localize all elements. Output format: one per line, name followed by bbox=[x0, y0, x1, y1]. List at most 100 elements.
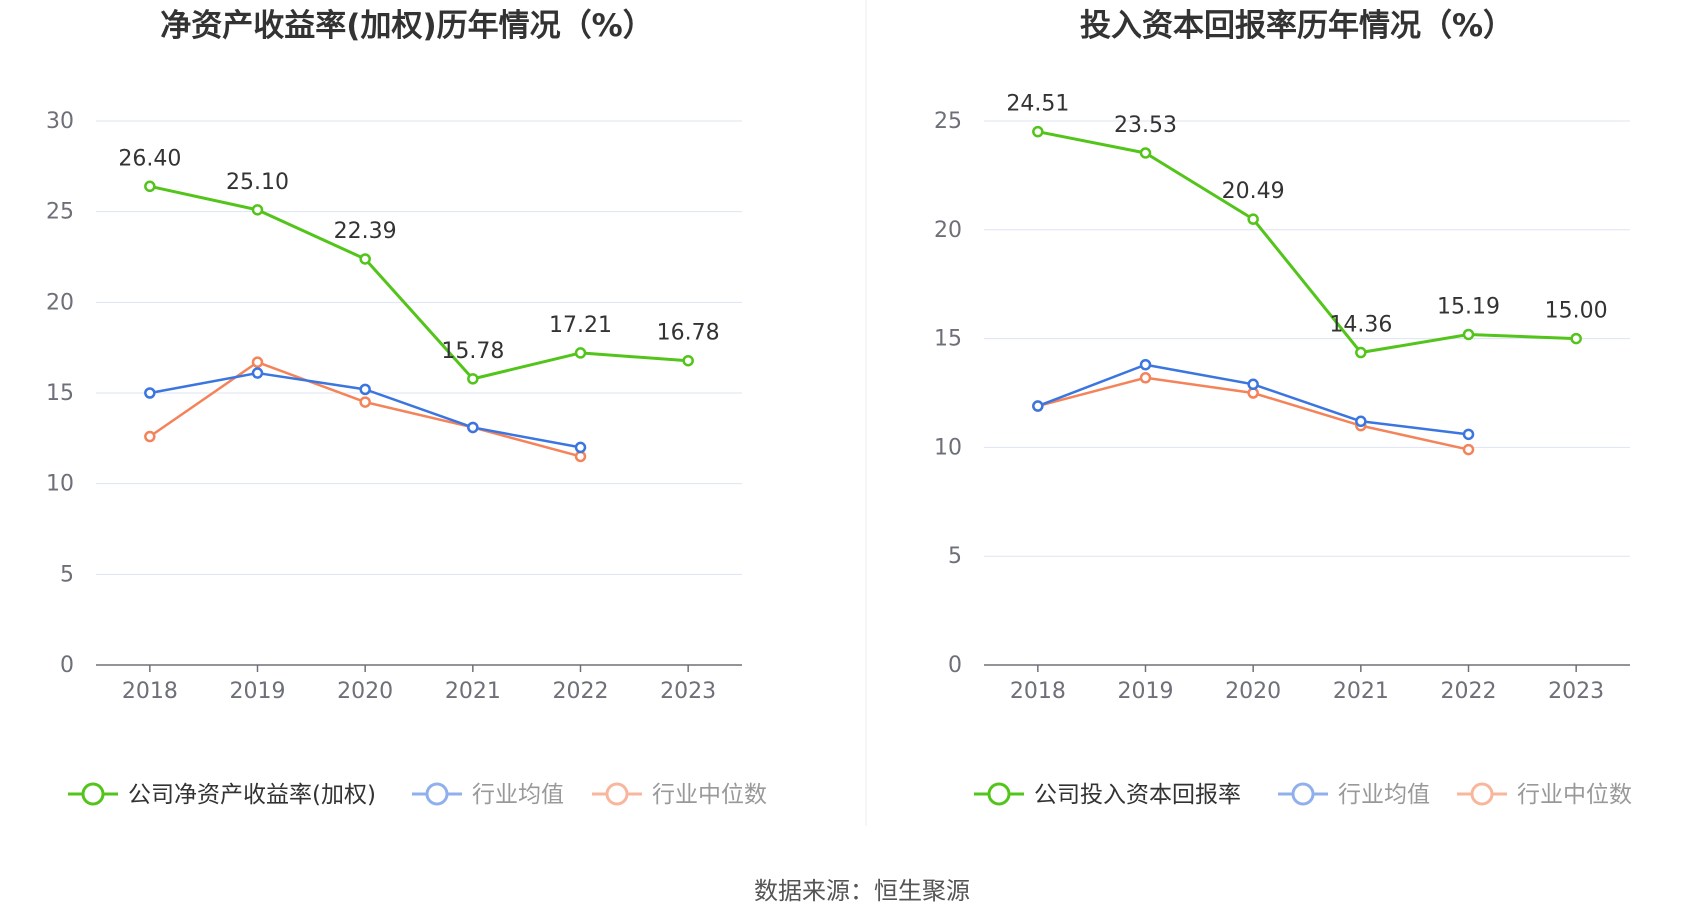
roe-axes: 0 5 10 15 20 25 30 2018 2019 2020 2021 2022 2023 bbox=[46, 109, 742, 704]
roic-point-company[interactable] bbox=[1032, 125, 1044, 138]
roe-point-avg[interactable] bbox=[359, 383, 371, 396]
roic-y-tick-label: 0 bbox=[948, 653, 962, 678]
roic-data-label: 20.49 bbox=[1222, 179, 1285, 204]
roe-point-company[interactable] bbox=[144, 180, 156, 193]
legend-circle-icon bbox=[987, 782, 1011, 806]
roic-axes: 0 5 10 15 20 25 2018 2019 2020 2021 2022 2023 bbox=[934, 109, 1630, 704]
roic-legend-item-company[interactable]: 公司投入资本回报率 bbox=[974, 782, 1241, 808]
roe-y-tick-label: 10 bbox=[46, 472, 74, 497]
legend-label: 行业均值 bbox=[1338, 782, 1430, 808]
roic-series-lines bbox=[1037, 130, 1577, 451]
roe-data-label: 15.78 bbox=[441, 339, 504, 364]
roe-point-median[interactable] bbox=[251, 356, 264, 368]
legend-label: 行业中位数 bbox=[1517, 782, 1632, 808]
roe-point-median[interactable] bbox=[359, 396, 371, 408]
roic-point-median[interactable] bbox=[1462, 443, 1475, 456]
roe-chart-panel: 净资产收益率(加权)历年情况（%） 0 5 10 15 20 25 30 2018 2019 20… bbox=[46, 8, 767, 808]
roe-data-label: 17.21 bbox=[549, 313, 612, 338]
roic-chart-panel: 投入资本回报率历年情况（%） 0 5 10 15 20 25 2018 2019 2020 202… bbox=[934, 8, 1632, 808]
roic-grid bbox=[984, 120, 1630, 557]
roe-x-tick-label: 2021 bbox=[445, 679, 501, 704]
legend-circle-icon bbox=[1470, 782, 1494, 806]
roic-point-avg[interactable] bbox=[1247, 378, 1259, 391]
roic-series-line-company bbox=[1037, 130, 1577, 355]
roic-data-labels: 24.51 23.53 20.49 14.36 15.19 15.00 bbox=[1006, 92, 1607, 338]
data-source-note: 数据来源：恒生聚源 bbox=[754, 877, 970, 905]
roic-y-tick-label: 25 bbox=[934, 109, 962, 134]
roe-y-tick-label: 25 bbox=[46, 200, 74, 225]
legend-label: 行业均值 bbox=[472, 782, 564, 808]
roic-point-median[interactable] bbox=[1139, 372, 1152, 384]
roe-legend-item-median[interactable]: 行业中位数 bbox=[592, 782, 767, 808]
roe-series-line-company bbox=[149, 184, 689, 381]
roic-x-tick-label: 2018 bbox=[1010, 679, 1066, 704]
legend-circle-icon bbox=[605, 782, 629, 806]
roe-point-median[interactable] bbox=[144, 430, 156, 443]
legend-label: 公司净资产收益率(加权) bbox=[128, 782, 376, 808]
roe-data-points bbox=[144, 180, 694, 463]
roic-data-label: 15.19 bbox=[1437, 294, 1500, 319]
roe-point-avg[interactable] bbox=[467, 421, 479, 434]
roic-y-tick-label: 15 bbox=[934, 327, 962, 352]
roe-y-tick-label: 20 bbox=[46, 290, 74, 315]
roe-point-company[interactable] bbox=[251, 204, 264, 216]
roe-y-tick-label: 30 bbox=[46, 109, 74, 134]
roic-data-label: 23.53 bbox=[1114, 113, 1177, 138]
roe-point-company[interactable] bbox=[682, 354, 694, 367]
roic-point-company[interactable] bbox=[1139, 147, 1152, 159]
roe-point-avg[interactable] bbox=[574, 441, 587, 454]
legend-circle-icon bbox=[1291, 782, 1315, 806]
roic-point-avg[interactable] bbox=[1032, 400, 1044, 412]
roic-legend: 公司投入资本回报率 行业均值 行业中位数 bbox=[974, 782, 1632, 808]
roic-x-tick-label: 2020 bbox=[1225, 679, 1281, 704]
roic-x-tick-label: 2021 bbox=[1333, 679, 1389, 704]
roe-x-tick-label: 2020 bbox=[337, 679, 393, 704]
roic-data-label: 14.36 bbox=[1329, 313, 1392, 338]
legend-label: 行业中位数 bbox=[652, 782, 767, 808]
roic-point-company[interactable] bbox=[1355, 346, 1367, 359]
roe-point-company[interactable] bbox=[359, 253, 371, 265]
roe-y-tick-label: 5 bbox=[60, 562, 74, 587]
roe-point-company[interactable] bbox=[574, 347, 587, 359]
roe-point-median[interactable] bbox=[574, 450, 587, 463]
roe-y-tick-label: 15 bbox=[46, 381, 74, 406]
roic-data-label: 24.51 bbox=[1006, 92, 1069, 117]
roe-point-avg[interactable] bbox=[251, 367, 264, 379]
roic-x-tick-label: 2023 bbox=[1548, 679, 1604, 704]
roic-legend-item-median[interactable]: 行业中位数 bbox=[1457, 782, 1632, 808]
roe-grid bbox=[96, 120, 742, 575]
roic-point-company[interactable] bbox=[1247, 213, 1259, 225]
roic-point-avg[interactable] bbox=[1355, 415, 1367, 428]
legend-circle-icon bbox=[81, 782, 105, 806]
roic-x-tick-label: 2022 bbox=[1441, 679, 1497, 704]
roic-x-tick-label: 2019 bbox=[1118, 679, 1174, 704]
roe-x-tick-label: 2023 bbox=[660, 679, 716, 704]
roic-y-tick-label: 5 bbox=[948, 544, 962, 569]
roic-point-avg[interactable] bbox=[1139, 358, 1152, 371]
roe-series-line-median bbox=[149, 360, 581, 458]
roic-y-tick-label: 10 bbox=[934, 435, 962, 460]
roe-x-tick-label: 2018 bbox=[122, 679, 178, 704]
roic-data-points bbox=[1032, 125, 1582, 456]
roe-chart-title: 净资产收益率(加权)历年情况（%） bbox=[160, 8, 653, 44]
roe-legend-item-avg[interactable]: 行业均值 bbox=[412, 782, 564, 808]
roe-data-labels: 26.40 25.10 22.39 15.78 17.21 16.78 bbox=[118, 146, 719, 364]
roe-point-avg[interactable] bbox=[144, 387, 156, 399]
roic-data-label: 15.00 bbox=[1545, 299, 1608, 324]
roe-legend-item-company[interactable]: 公司净资产收益率(加权) bbox=[68, 782, 376, 808]
roic-y-tick-label: 20 bbox=[934, 218, 962, 243]
roic-point-avg[interactable] bbox=[1462, 428, 1475, 441]
roe-x-tick-label: 2022 bbox=[553, 679, 609, 704]
roic-point-company[interactable] bbox=[1570, 332, 1582, 345]
roic-legend-item-avg[interactable]: 行业均值 bbox=[1278, 782, 1430, 808]
legend-label: 公司投入资本回报率 bbox=[1034, 782, 1241, 808]
roe-data-label: 22.39 bbox=[334, 219, 397, 244]
roic-chart-title: 投入资本回报率历年情况（%） bbox=[1080, 8, 1514, 44]
roe-legend: 公司净资产收益率(加权) 行业均值 行业中位数 bbox=[68, 782, 767, 808]
roe-point-company[interactable] bbox=[467, 373, 479, 385]
roic-series-line-avg bbox=[1037, 363, 1469, 436]
roic-point-company[interactable] bbox=[1462, 328, 1475, 341]
roe-data-label: 25.10 bbox=[226, 170, 289, 195]
roe-y-tick-label: 0 bbox=[60, 653, 74, 678]
